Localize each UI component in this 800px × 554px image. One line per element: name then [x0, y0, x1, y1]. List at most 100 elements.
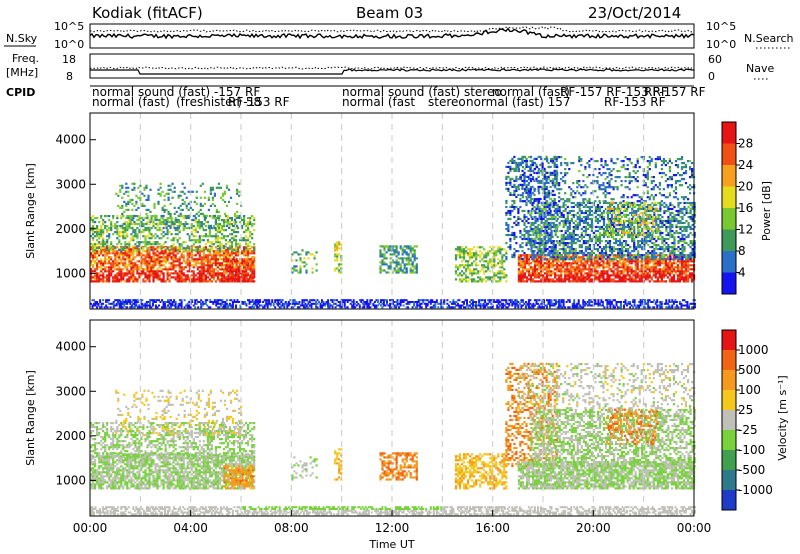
heatmap-cell — [619, 248, 622, 251]
heatmap-cell — [137, 196, 140, 199]
heatmap-cell — [174, 233, 177, 236]
heatmap-cell — [106, 276, 109, 279]
heatmap-cell — [546, 276, 549, 279]
heatmap-cell — [100, 217, 103, 220]
heatmap-cell — [568, 256, 571, 259]
heatmap-cell — [497, 272, 500, 275]
heatmap-cell — [572, 209, 575, 213]
heatmap-cell — [170, 221, 173, 224]
heatmap-cell — [608, 258, 612, 261]
heatmap-cell — [243, 274, 246, 277]
heatmap-cell — [689, 272, 692, 275]
heatmap-cell — [210, 280, 213, 283]
heatmap-cell — [241, 252, 244, 255]
heatmap-cell — [148, 266, 151, 269]
heatmap-cell — [295, 251, 298, 254]
heatmap-cell — [517, 260, 520, 263]
heatmap-cell — [405, 251, 408, 254]
heatmap-cell — [670, 254, 673, 257]
heatmap-cell — [206, 249, 209, 252]
heatmap-cell — [165, 208, 168, 211]
heatmap-cell — [546, 264, 549, 267]
heatmap-cell — [174, 237, 177, 240]
heatmap-cell — [241, 268, 244, 271]
heatmap-cell — [652, 274, 655, 277]
heatmap-cell — [691, 264, 694, 267]
heatmap-cell — [539, 231, 542, 235]
heatmap-cell — [538, 256, 541, 259]
heatmap-cell — [544, 233, 547, 237]
heatmap-cell — [132, 231, 135, 234]
heatmap-cell — [249, 231, 252, 234]
heatmap-cell — [130, 262, 133, 265]
heatmap-cell — [124, 231, 127, 234]
heatmap-cell — [648, 260, 651, 263]
heatmap-cell — [566, 217, 569, 221]
heatmap-cell — [515, 165, 518, 168]
heatmap-cell — [574, 260, 577, 263]
heatmap-cell — [96, 264, 99, 267]
heatmap-cell — [224, 239, 228, 242]
heatmap-cell — [529, 225, 532, 229]
heatmap-cell — [568, 211, 571, 215]
heatmap-cell — [218, 237, 222, 240]
heatmap-cell — [144, 262, 147, 265]
heatmap-cell — [566, 244, 569, 247]
heatmap-cell — [175, 210, 178, 213]
heatmap-cell — [128, 227, 131, 230]
heatmap-cell — [243, 270, 246, 273]
heatmap-cell — [132, 268, 135, 271]
heatmap-cell — [152, 260, 155, 263]
heatmap-cell — [118, 280, 121, 283]
heatmap-cell — [602, 274, 605, 277]
heatmap-cell — [554, 254, 557, 257]
heatmap-cell — [108, 237, 111, 240]
heatmap-cell — [166, 272, 169, 275]
heatmap-cell — [119, 184, 122, 187]
heatmap-cell — [134, 246, 137, 249]
heatmap-cell — [535, 199, 538, 203]
heatmap-cell — [220, 276, 224, 279]
heatmap-cell — [220, 229, 224, 232]
heatmap-cell — [630, 280, 633, 283]
heatmap-cell — [163, 222, 166, 225]
heatmap-cell — [152, 246, 155, 249]
heatmap-cell — [668, 274, 671, 277]
heatmap-cell — [90, 217, 93, 220]
heatmap-cell — [190, 264, 193, 267]
heatmap-cell — [112, 252, 115, 255]
heatmap-cell — [604, 278, 607, 281]
heatmap-cell — [186, 247, 189, 250]
heatmap-cell — [680, 274, 684, 277]
heatmap-cell — [213, 226, 216, 229]
heatmap-cell — [614, 276, 617, 279]
heatmap-cell — [648, 276, 651, 279]
heatmap-cell — [134, 229, 137, 232]
heatmap-cell — [397, 263, 400, 266]
heatmap-cell — [239, 264, 242, 267]
heatmap-cell — [218, 247, 222, 250]
heatmap-cell — [532, 254, 535, 257]
heatmap-cell — [553, 161, 556, 164]
heatmap-cell — [238, 190, 241, 193]
heatmap-cell — [401, 247, 404, 250]
heatmap-cell — [211, 202, 214, 205]
heatmap-cell — [98, 278, 101, 281]
heatmap-cell — [582, 242, 585, 245]
heatmap-cell — [381, 269, 384, 272]
heatmap-cell — [407, 245, 410, 248]
heatmap-cell — [403, 249, 406, 252]
heatmap-cell — [235, 264, 238, 267]
heatmap-cell — [533, 266, 537, 269]
heatmap-cell — [178, 260, 181, 263]
heatmap-cell — [90, 268, 93, 271]
heatmap-cell — [517, 280, 520, 283]
heatmap-cell — [237, 274, 240, 277]
heatmap-cell — [138, 274, 141, 277]
heatmap-cell — [554, 227, 557, 231]
heatmap-cell — [564, 264, 567, 267]
heatmap-cell — [224, 215, 228, 218]
heatmap-cell — [148, 260, 151, 263]
heatmap-cell — [303, 265, 306, 268]
